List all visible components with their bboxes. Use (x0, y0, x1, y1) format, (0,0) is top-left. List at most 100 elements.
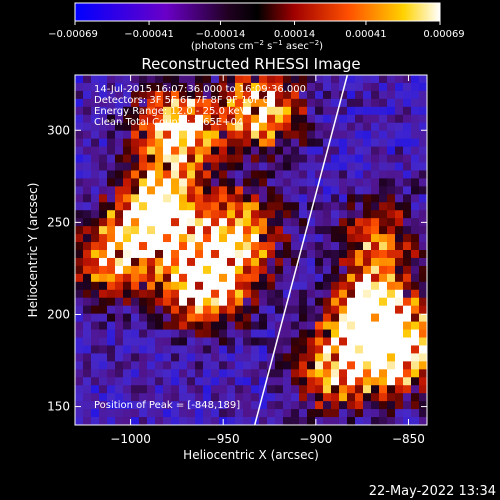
heatmap-cell (123, 417, 132, 425)
heatmap-cell (307, 234, 316, 243)
heatmap-cell (387, 297, 396, 307)
heatmap-cell (147, 130, 156, 140)
heatmap-cell (187, 106, 196, 116)
heatmap-cell (267, 345, 276, 354)
heatmap-cell (147, 170, 156, 179)
heatmap-cell (379, 138, 388, 148)
heatmap-cell (347, 273, 356, 283)
heatmap-cell (379, 345, 388, 354)
heatmap-cell (411, 313, 420, 323)
heatmap-cell (307, 154, 316, 164)
heatmap-cell (203, 250, 212, 259)
heatmap-cell (251, 305, 260, 315)
heatmap-cell (91, 377, 100, 386)
heatmap-cell (211, 385, 220, 394)
heatmap-cell (139, 409, 148, 418)
heatmap-cell (155, 321, 164, 331)
heatmap-cell (411, 409, 420, 418)
heatmap-cell (371, 178, 380, 187)
heatmap-cell (339, 82, 348, 92)
heatmap-cell (155, 369, 164, 378)
heatmap-cell (267, 417, 276, 425)
heatmap-cell (91, 393, 100, 402)
heatmap-cell (307, 170, 316, 179)
heatmap-cell (355, 281, 364, 291)
heatmap-cell (211, 122, 220, 132)
heatmap-cell (283, 226, 292, 235)
heatmap-cell (387, 321, 396, 331)
heatmap-cell (387, 329, 396, 339)
heatmap-cell (243, 353, 252, 362)
heatmap-cell (155, 202, 164, 211)
heatmap-cell (411, 257, 420, 267)
heatmap-cell (259, 186, 268, 195)
heatmap-cell (163, 234, 172, 243)
heatmap-cell (195, 162, 204, 172)
heatmap-cell (387, 401, 396, 410)
heatmap-cell (387, 186, 396, 195)
heatmap-cell (107, 393, 116, 402)
heatmap-cell (267, 297, 276, 307)
heatmap-cell (403, 329, 412, 339)
x-tick-label: −950 (207, 432, 240, 446)
heatmap-cell (179, 353, 188, 362)
heatmap-cell (259, 218, 268, 227)
heatmap-cell (339, 265, 348, 275)
heatmap-cell (283, 90, 292, 100)
heatmap-cell (203, 345, 212, 354)
heatmap-cell (123, 409, 132, 418)
heatmap-cell (107, 210, 116, 219)
heatmap-cell (115, 82, 124, 92)
heatmap-cell (163, 114, 172, 124)
heatmap-cell (187, 321, 196, 331)
heatmap-cell (283, 305, 292, 315)
heatmap-cell (323, 194, 332, 203)
heatmap-cell (299, 146, 308, 156)
heatmap-cell (227, 417, 236, 425)
heatmap-cell (403, 75, 412, 84)
heatmap-cell (131, 345, 140, 354)
heatmap-cell (403, 162, 412, 172)
heatmap-cell (219, 210, 228, 219)
heatmap-cell (243, 138, 252, 148)
heatmap-cell (227, 226, 236, 235)
heatmap-cell (347, 417, 356, 425)
heatmap-cell (219, 226, 228, 235)
heatmap-cell (195, 305, 204, 315)
heatmap-cell (203, 130, 212, 140)
heatmap-cell (387, 385, 396, 394)
heatmap-cell (131, 361, 140, 370)
heatmap-cell (331, 226, 340, 235)
heatmap-cell (139, 170, 148, 179)
heatmap-cell (419, 281, 427, 291)
heatmap-cell (259, 361, 268, 370)
heatmap-cell (211, 90, 220, 100)
heatmap-cell (131, 377, 140, 386)
heatmap-cell (403, 178, 412, 187)
heatmap-cell (299, 409, 308, 418)
heatmap-cell (179, 114, 188, 124)
heatmap-cell (379, 305, 388, 315)
heatmap-cell (387, 345, 396, 354)
heatmap-cell (115, 361, 124, 370)
heatmap-cell (211, 321, 220, 331)
heatmap-cell (243, 154, 252, 164)
heatmap-cell (411, 162, 420, 172)
heatmap-cell (83, 297, 92, 307)
heatmap-cell (315, 250, 324, 259)
heatmap-cell (203, 281, 212, 291)
heatmap-cell (339, 114, 348, 124)
heatmap-cell (315, 345, 324, 354)
heatmap-cell (315, 114, 324, 124)
heatmap-cell (107, 265, 116, 275)
heatmap-cell (419, 210, 427, 219)
heatmap-cell (83, 289, 92, 299)
heatmap-cell (419, 345, 427, 354)
heatmap-cell (203, 186, 212, 195)
heatmap-cell (283, 210, 292, 219)
heatmap-cell (163, 385, 172, 394)
heatmap-cell (203, 202, 212, 211)
heatmap-cell (299, 186, 308, 195)
heatmap-cell (259, 369, 268, 378)
heatmap-cell (259, 210, 268, 219)
